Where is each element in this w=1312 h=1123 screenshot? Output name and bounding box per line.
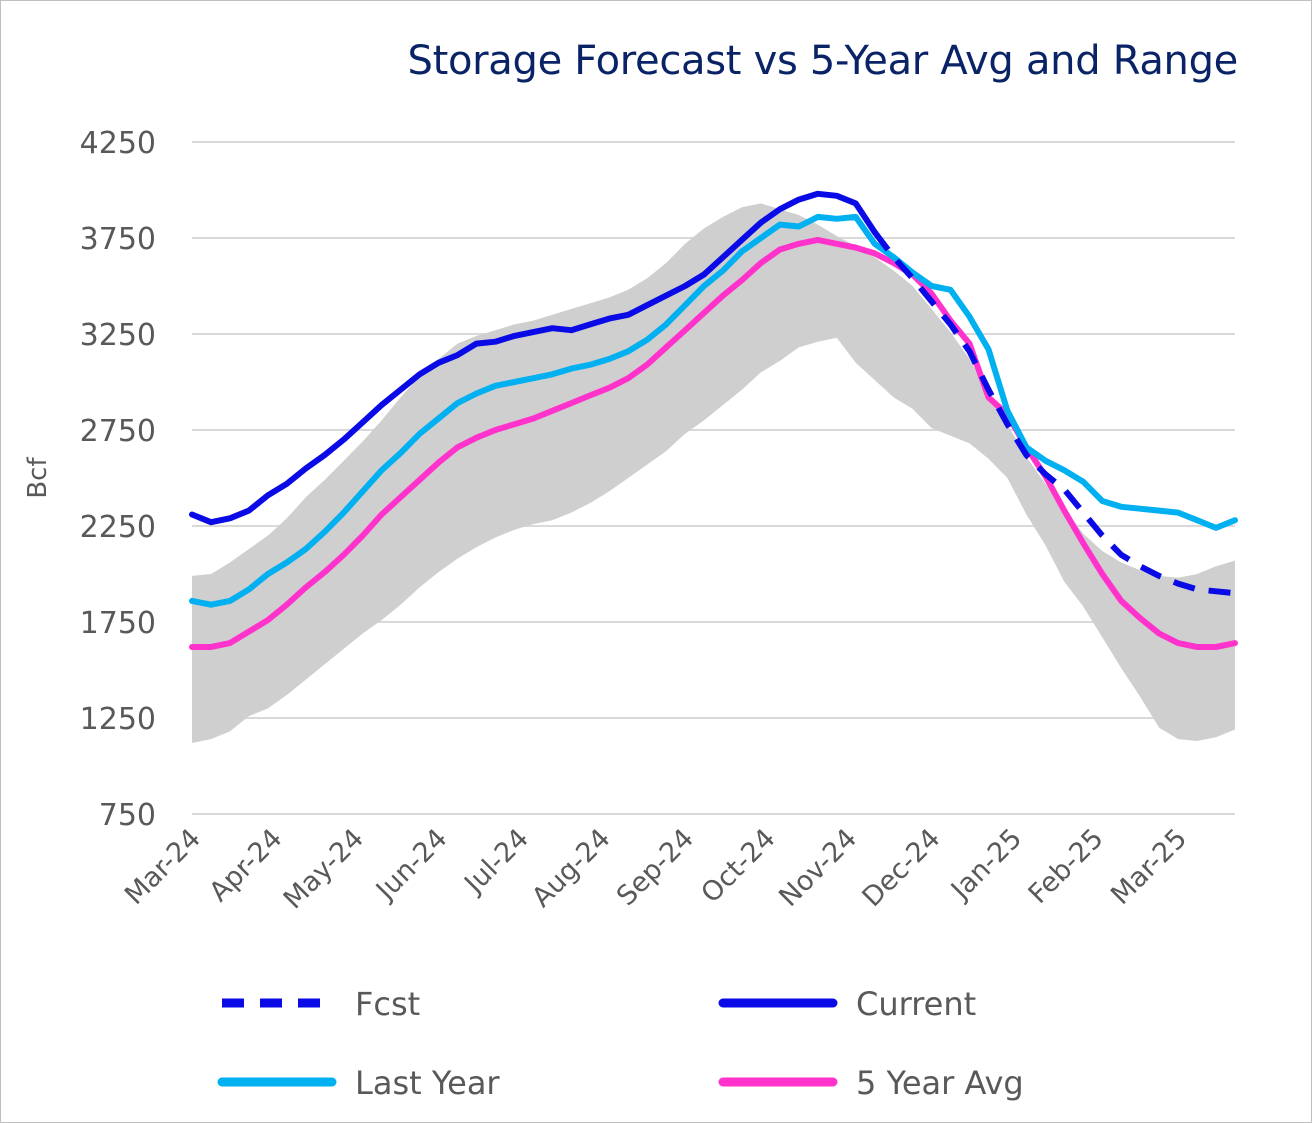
y-tick-label: 4250 (80, 126, 156, 161)
x-tick-label: Jan-25 (944, 823, 1028, 907)
x-tick-label: Mar-25 (1105, 823, 1193, 911)
x-tick-label: May-24 (278, 823, 370, 915)
x-tick-label: Jul-24 (457, 823, 535, 901)
x-tick-label: Oct-24 (695, 823, 781, 909)
x-tick-label: Aug-24 (526, 823, 616, 913)
x-tick-label: Jun-24 (369, 823, 453, 907)
y-tick-label: 3750 (80, 222, 156, 257)
y-tick-label: 1750 (80, 606, 156, 641)
x-tick-label: Nov-24 (773, 823, 863, 913)
legend-label: Fcst (355, 985, 420, 1023)
series-last-year (189, 213, 1238, 608)
y-tick-label: 3250 (80, 318, 156, 353)
y-axis-label: Bcf (23, 457, 53, 499)
y-axis-ticks: 750 1250 1750 2250 2750 3250 3750 4250 (80, 126, 156, 833)
legend: Fcst Current Last Year 5 Year Avg (217, 985, 1024, 1102)
y-tick-label: 1250 (80, 702, 156, 737)
range-band-group (192, 203, 1235, 743)
x-tick-label: Sep-24 (611, 823, 700, 912)
x-tick-label: Apr-24 (204, 823, 289, 908)
y-tick-label: 750 (99, 798, 156, 833)
x-tick-label: Dec-24 (856, 823, 946, 913)
series-current (189, 190, 878, 526)
series-lines (189, 190, 1238, 650)
series-5-year-avg (189, 236, 1238, 650)
x-tick-label: Mar-24 (119, 823, 207, 911)
legend-label: 5 Year Avg (856, 1064, 1024, 1102)
legend-label: Last Year (355, 1064, 500, 1102)
series-fcst (872, 230, 1236, 597)
y-tick-label: 2250 (80, 510, 156, 545)
chart-title: Storage Forecast vs 5-Year Avg and Range (407, 38, 1238, 84)
x-tick-label: Feb-25 (1023, 823, 1110, 910)
legend-label: Current (856, 985, 976, 1023)
range-band (192, 203, 1235, 743)
y-tick-label: 2750 (80, 414, 156, 449)
